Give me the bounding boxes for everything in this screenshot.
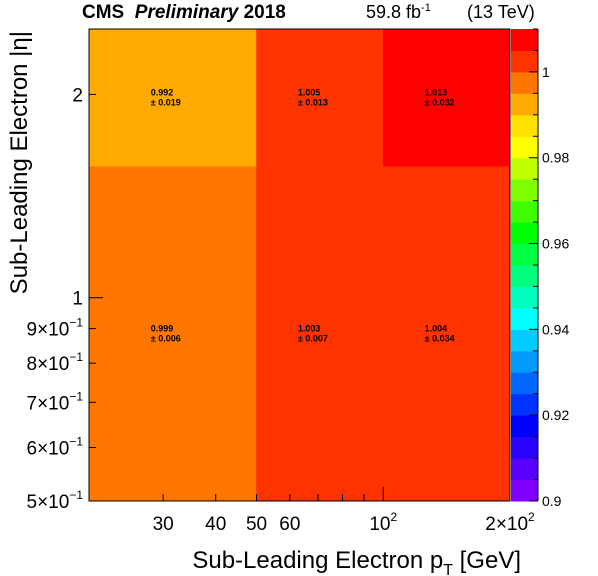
x-axis-tick-label: 40: [205, 514, 226, 535]
color-scale-swatch: [511, 372, 538, 395]
color-scale-swatch: [511, 329, 538, 352]
color-scale-swatch: [511, 265, 538, 287]
color-scale-swatch: [511, 179, 538, 202]
y-axis: 5×10−1 6×10−1 7×10−1 8×10−1 9×10−1 1 2: [27, 85, 103, 513]
status-label: Preliminary: [134, 2, 239, 23]
y-axis-tick-label: 5×10−1: [27, 488, 84, 513]
color-scale-tick-label: 0.94: [542, 321, 569, 337]
y-axis-tick-label: 8×10−1: [27, 350, 84, 375]
color-scale-swatch: [511, 415, 538, 438]
color-scale-swatch: [511, 200, 538, 223]
color-scale-tick-label: 0.98: [542, 150, 569, 166]
luminosity-label: 59.8 fb-1: [366, 2, 431, 23]
color-scale-swatch: [511, 393, 538, 416]
color-scale-swatch: [511, 50, 538, 73]
y-axis-tick-label: 7×10−1: [27, 389, 84, 414]
color-scale-tick-label: 0.92: [542, 407, 569, 423]
x-axis-tick-label: 30: [153, 514, 174, 535]
x-axis-tick-label: 60: [279, 514, 300, 535]
color-scale-swatch: [511, 71, 538, 94]
color-scale-swatch: [511, 157, 538, 180]
color-scale-swatch: [511, 222, 538, 245]
y-axis-tick-label: 2: [72, 85, 83, 106]
y-axis-tick-label: 9×10−1: [27, 316, 84, 341]
heatmap-cell: [256, 165, 384, 502]
cell-error-label: ± 0.007: [298, 334, 328, 344]
color-scale-tick-label: 0.96: [542, 236, 569, 252]
color-scale: 0.9 0.92 0.94 0.96 0.98 1: [511, 28, 569, 509]
x-axis-title: Sub-Leading Electron pT [GeV]: [192, 547, 521, 576]
color-scale-swatch: [511, 350, 538, 373]
luminosity-value: 59.8 fb: [366, 2, 422, 22]
cell-value-label: 0.999: [151, 324, 174, 334]
y-axis-title: Sub-Leading Electron |η|: [6, 31, 33, 294]
heatmap-cell: [88, 28, 257, 167]
x-axis-tick-label: 50: [246, 514, 267, 535]
color-scale-tick-label: 0.9: [542, 493, 562, 509]
color-scale-swatch: [511, 458, 538, 481]
year-label: 2018: [243, 2, 286, 23]
cell-error-label: ± 0.013: [298, 98, 328, 108]
color-scale-swatch: [511, 29, 538, 51]
heatmap-cell: [383, 28, 511, 167]
cell-error-label: ± 0.034: [425, 334, 455, 344]
cell-value-label: 1.003: [298, 324, 321, 334]
y-axis-tick-label: 1: [72, 289, 83, 310]
color-scale-swatch: [511, 93, 538, 116]
cell-value-label: 0.992: [151, 88, 174, 98]
experiment-name: CMS: [82, 2, 125, 23]
color-scale-swatch: [511, 114, 538, 137]
color-scale-swatch: [511, 286, 538, 309]
cell-error-label: ± 0.032: [425, 98, 455, 108]
cell-error-label: ± 0.019: [151, 98, 181, 108]
cell-labels: 0.999± 0.006 1.003± 0.007 1.004± 0.034 0.99…: [151, 88, 455, 344]
color-scale-swatch: [511, 436, 538, 459]
experiment-label: CMS Preliminary 2018: [82, 2, 286, 24]
color-scale-tick-label: 1: [542, 64, 550, 80]
heatmap-cell: [383, 165, 511, 502]
x-axis-tick-label: 2×102: [485, 510, 535, 535]
cell-value-label: 1.004: [425, 324, 448, 334]
color-scale-swatch: [511, 479, 538, 502]
cell-error-label: ± 0.006: [151, 334, 181, 344]
color-scale-swatch: [511, 307, 538, 330]
luminosity-unit-exponent: -1: [421, 2, 431, 14]
y-axis-tick-label: 6×10−1: [27, 435, 84, 460]
x-axis: 30 40 50 60 102 2×102: [88, 487, 535, 535]
plot-frame: [88, 28, 511, 502]
cell-value-label: 1.013: [425, 88, 448, 98]
x-axis-tick-label: 102: [369, 510, 397, 535]
cell-value-label: 1.005: [298, 88, 321, 98]
color-scale-swatch: [511, 136, 538, 159]
color-scale-swatch: [511, 243, 538, 266]
energy-label: (13 TeV): [467, 2, 535, 22]
heatmap-cells: [88, 28, 511, 502]
heatmap-cell: [256, 28, 384, 167]
